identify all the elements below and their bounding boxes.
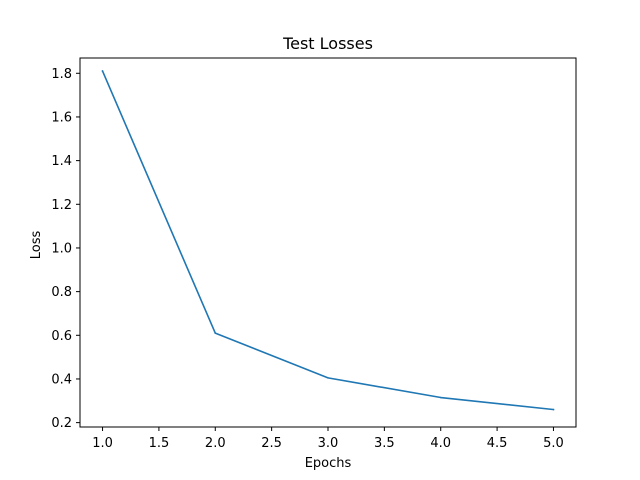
plot-frame (79, 57, 577, 428)
x-axis-ticks: 1.0 1.5 2.0 2.5 3.0 3.5 4.0 4.5 5.0 (92, 427, 564, 451)
x-tick-label: 1.0 (92, 436, 113, 451)
x-tick-label: 4.5 (487, 436, 508, 451)
y-tick-label: 0.2 (51, 416, 72, 431)
y-tick-label: 1.4 (51, 154, 72, 169)
y-tick-label: 1.8 (51, 67, 72, 82)
y-axis-ticks: 0.2 0.4 0.6 0.8 1.0 1.2 1.4 1.6 1.8 (51, 67, 80, 431)
data-point (439, 396, 442, 399)
y-tick-label: 1.2 (51, 198, 72, 213)
x-tick-label: 5.0 (543, 436, 564, 451)
x-tick-label: 1.5 (149, 436, 170, 451)
series-group (101, 70, 555, 411)
data-point (214, 332, 217, 334)
data-point (552, 408, 555, 411)
x-tick-label: 2.5 (261, 436, 282, 451)
x-tick-label: 2.0 (205, 436, 226, 451)
data-point (327, 377, 329, 379)
x-axis-label: Epochs (305, 456, 352, 471)
y-tick-label: 0.4 (51, 372, 72, 387)
data-point (101, 70, 104, 72)
y-tick-label: 0.8 (51, 285, 72, 300)
y-tick-label: 1.6 (51, 110, 72, 125)
y-axis-label: Loss (29, 231, 44, 260)
chart-title: Test Losses (282, 34, 373, 53)
y-tick-label: 0.6 (51, 329, 72, 344)
x-tick-label: 3.0 (318, 436, 339, 451)
x-tick-label: 3.5 (374, 436, 395, 451)
x-tick-label: 4.0 (430, 436, 451, 451)
y-tick-label: 1.0 (51, 241, 72, 256)
